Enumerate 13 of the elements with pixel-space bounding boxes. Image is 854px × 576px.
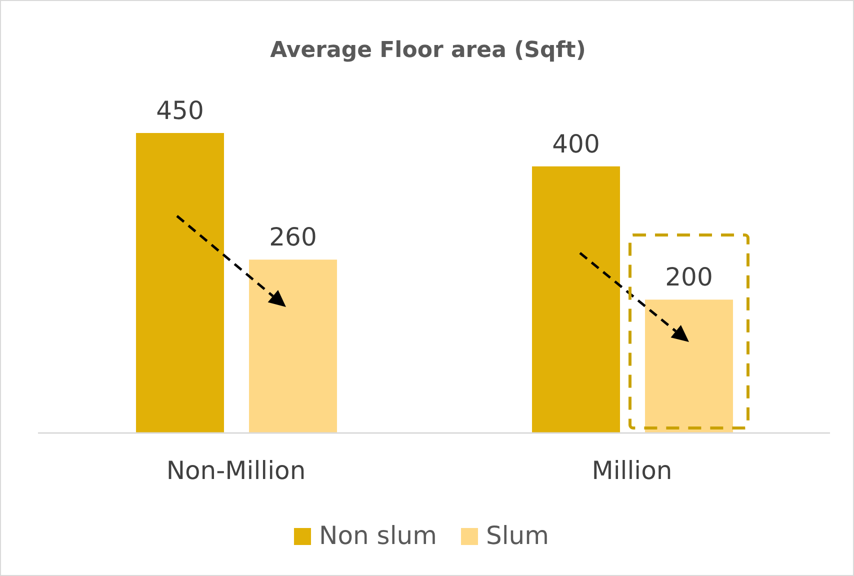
x-tick-label: Non-Million (166, 455, 306, 484)
chart-title: Average Floor area (Sqft) (270, 38, 586, 63)
bar (532, 166, 620, 432)
bar (644, 299, 732, 432)
bar (136, 132, 224, 432)
data-label: 450 (156, 96, 204, 124)
data-label: 400 (552, 128, 600, 158)
legend-label: Non slum (319, 520, 437, 550)
legend-label: Slum (486, 520, 549, 550)
data-label: 200 (664, 262, 712, 292)
x-tick-label: Million (591, 455, 672, 484)
data-label: 260 (268, 222, 316, 252)
bar (248, 259, 336, 432)
